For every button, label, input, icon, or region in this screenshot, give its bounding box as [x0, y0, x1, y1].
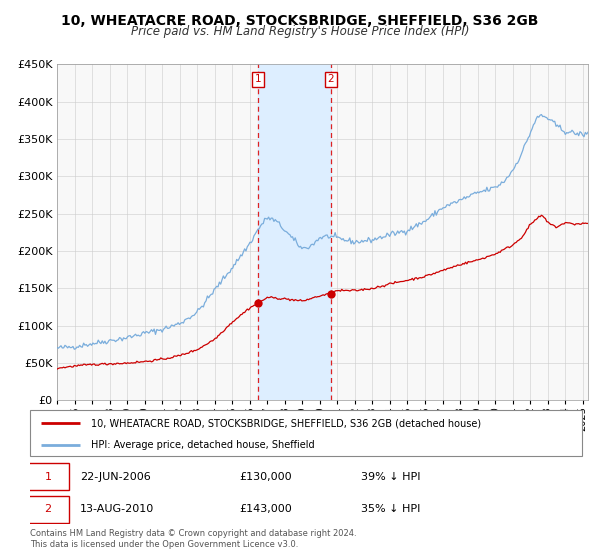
Text: £130,000: £130,000 — [240, 472, 292, 482]
Text: 2: 2 — [328, 74, 334, 85]
Text: Contains HM Land Registry data © Crown copyright and database right 2024.
This d: Contains HM Land Registry data © Crown c… — [30, 529, 356, 549]
Text: Price paid vs. HM Land Registry's House Price Index (HPI): Price paid vs. HM Land Registry's House … — [131, 25, 469, 38]
Text: 1: 1 — [254, 74, 262, 85]
Text: 10, WHEATACRE ROAD, STOCKSBRIDGE, SHEFFIELD, S36 2GB (detached house): 10, WHEATACRE ROAD, STOCKSBRIDGE, SHEFFI… — [91, 418, 481, 428]
FancyBboxPatch shape — [27, 463, 68, 490]
Text: 1: 1 — [44, 472, 52, 482]
Text: HPI: Average price, detached house, Sheffield: HPI: Average price, detached house, Shef… — [91, 440, 314, 450]
Text: 39% ↓ HPI: 39% ↓ HPI — [361, 472, 421, 482]
Text: 35% ↓ HPI: 35% ↓ HPI — [361, 505, 421, 515]
Text: 2: 2 — [44, 505, 52, 515]
FancyBboxPatch shape — [27, 496, 68, 523]
Text: 10, WHEATACRE ROAD, STOCKSBRIDGE, SHEFFIELD, S36 2GB: 10, WHEATACRE ROAD, STOCKSBRIDGE, SHEFFI… — [61, 14, 539, 28]
FancyBboxPatch shape — [30, 410, 582, 456]
Text: £143,000: £143,000 — [240, 505, 293, 515]
Text: 13-AUG-2010: 13-AUG-2010 — [80, 505, 154, 515]
Text: 22-JUN-2006: 22-JUN-2006 — [80, 472, 151, 482]
Bar — [258, 64, 331, 400]
